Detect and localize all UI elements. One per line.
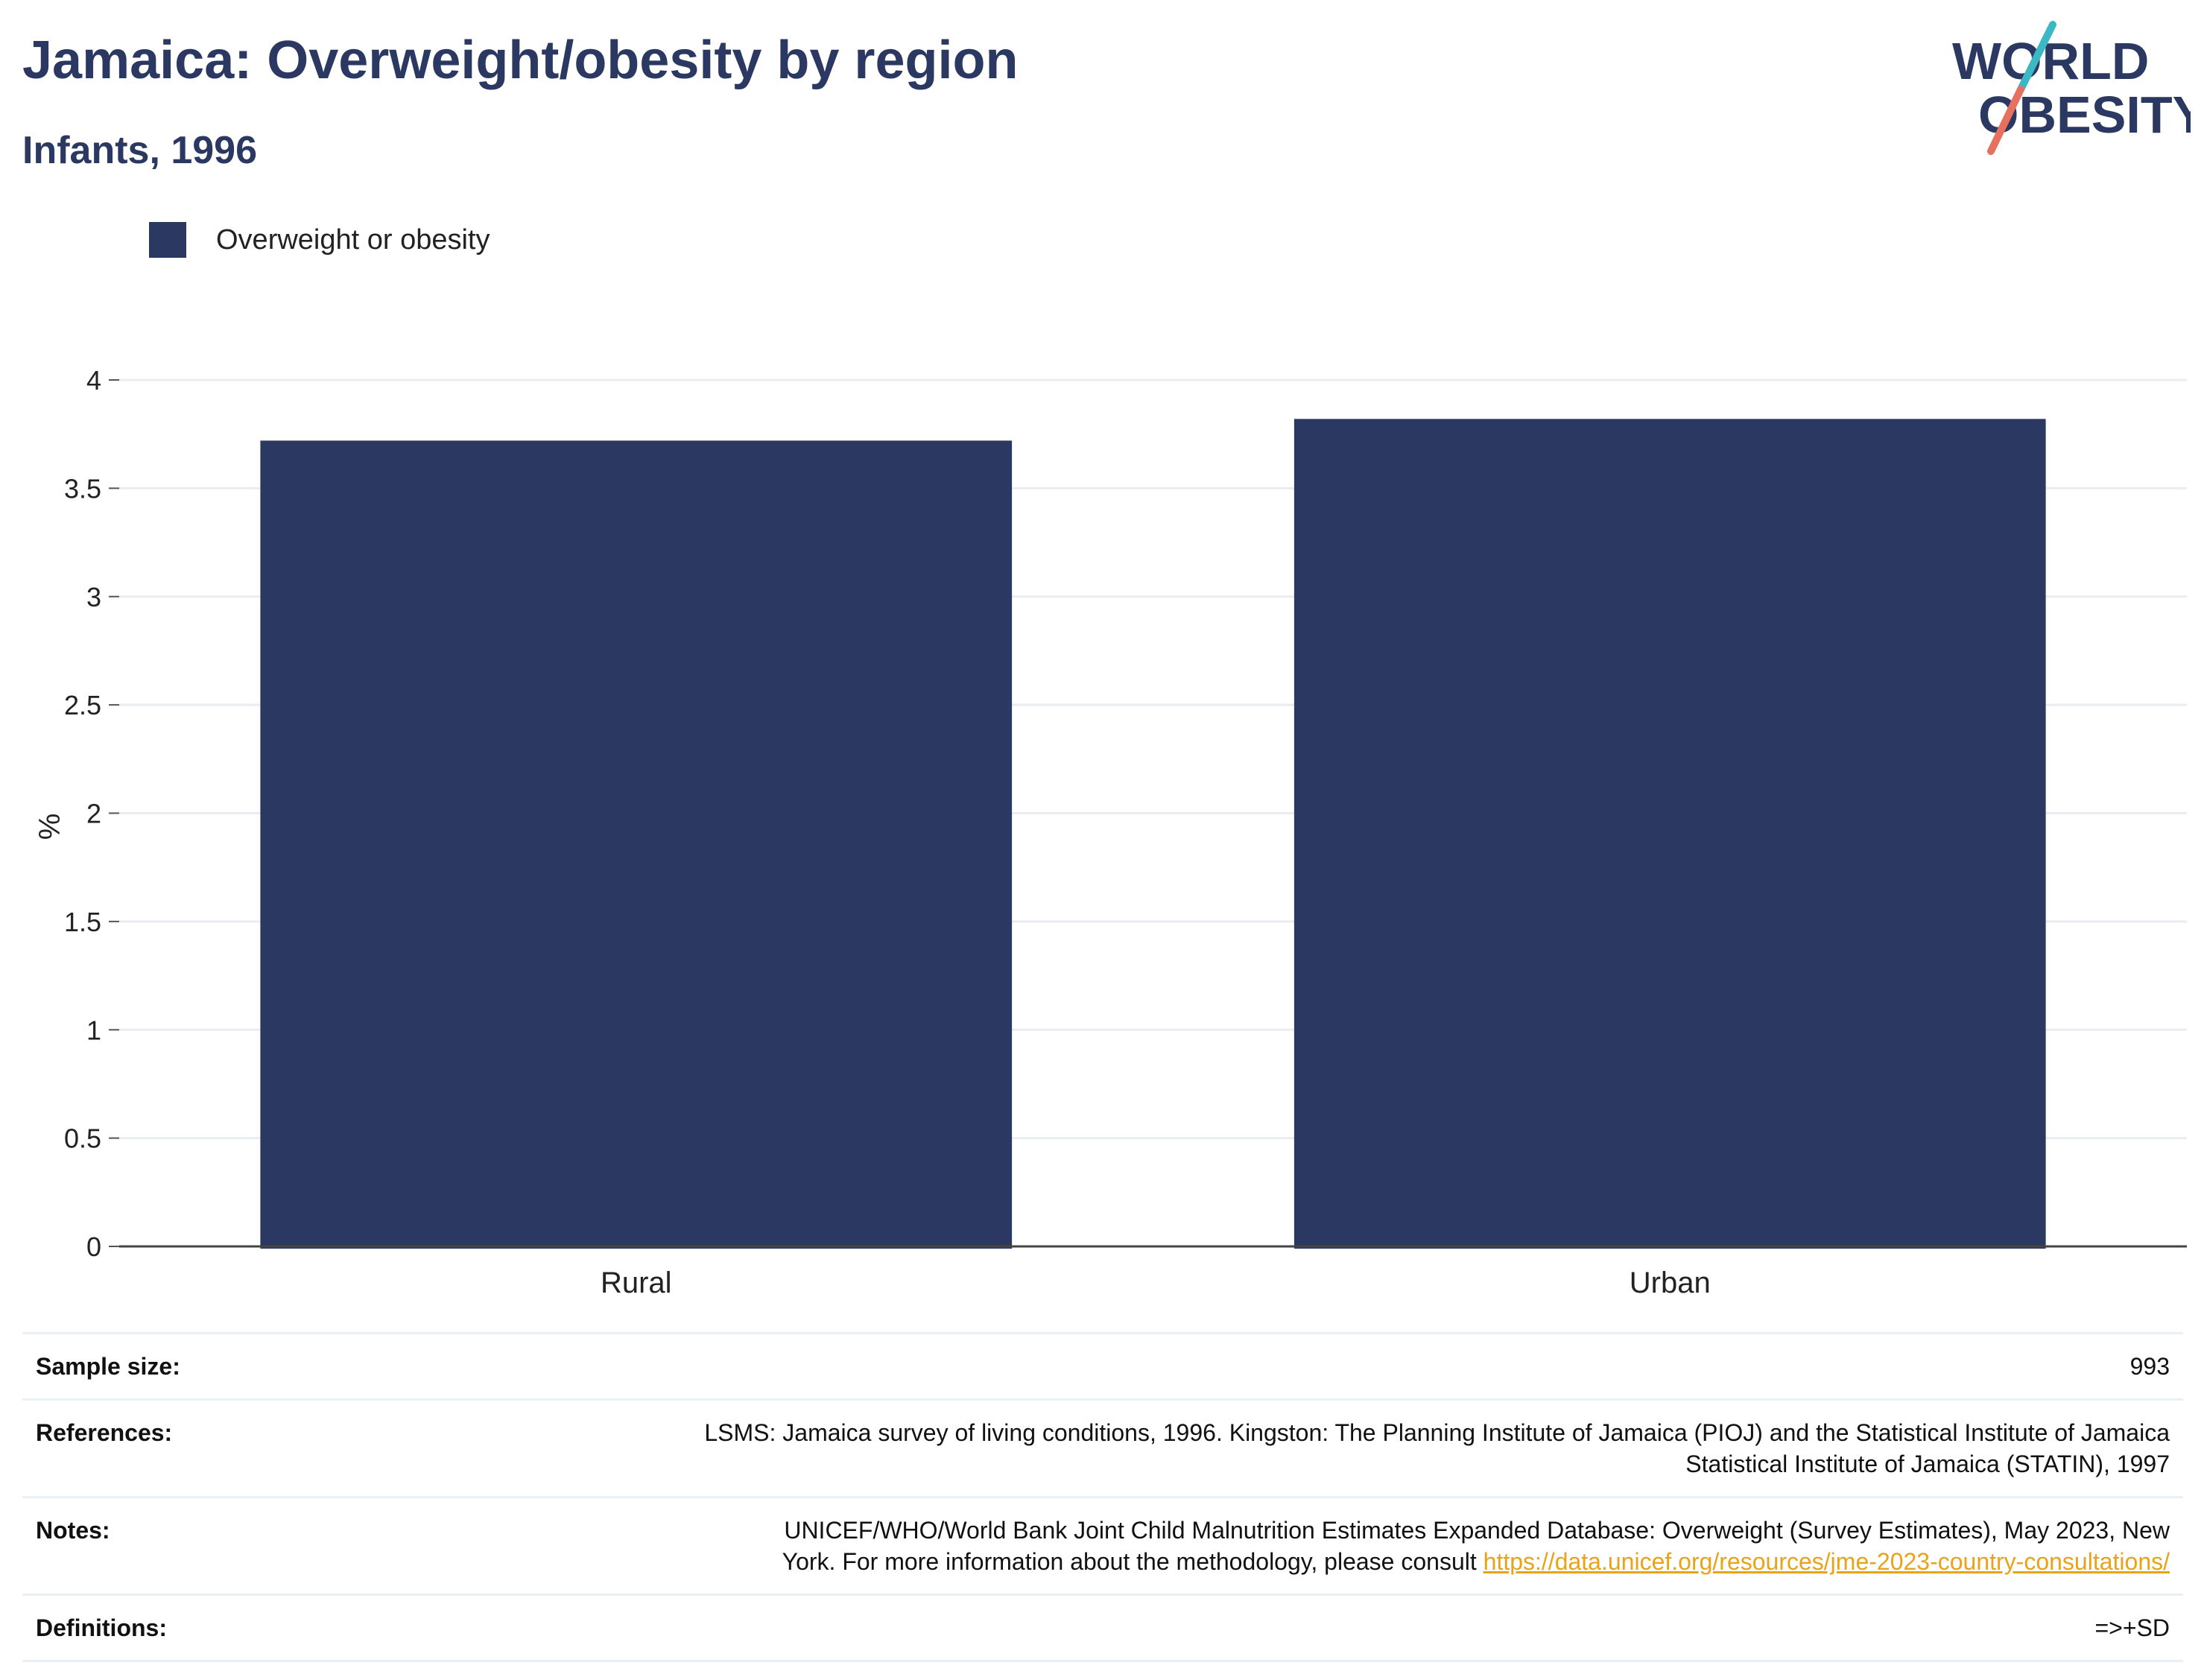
world-obesity-logo: WORLD OBESITY <box>1952 21 2191 155</box>
logo-slash-top <box>2017 21 2056 93</box>
y-tick-label: 4 <box>86 365 101 396</box>
sample-size-value: 993 <box>496 1332 2183 1400</box>
notes-line2: York. For more information about the met… <box>782 1548 1483 1575</box>
y-tick-label: 3.5 <box>64 473 101 504</box>
y-axis-ticks: 0 0.5 1 1.5 2 2.5 3 3.5 4 <box>64 365 119 1262</box>
references-row: References: LSMS: Jamaica survey of livi… <box>22 1398 2183 1497</box>
y-tick-label: 1.5 <box>64 907 101 937</box>
references-line2: Statistical Institute of Jamaica (STATIN… <box>1685 1451 2170 1477</box>
info-table: Sample size: 993 References: LSMS: Jamai… <box>22 1332 2183 1662</box>
bars <box>260 419 2046 1249</box>
legend-swatch <box>149 222 186 258</box>
x-tick-label: Urban <box>1630 1267 1711 1299</box>
notes-line1: UNICEF/WHO/World Bank Joint Child Malnut… <box>784 1517 2170 1544</box>
legend-label: Overweight or obesity <box>216 224 490 256</box>
bar-urban[interactable] <box>1293 419 2046 1249</box>
y-tick-label: 2.5 <box>64 690 101 720</box>
logo-line1: WORLD <box>1952 32 2149 90</box>
x-axis-labels: Rural Urban <box>601 1267 1711 1299</box>
notes-value: UNICEF/WHO/World Bank Joint Child Malnut… <box>496 1496 2183 1595</box>
bar-chart: 0 0.5 1 1.5 2 2.5 3 3.5 4 Rural Urban % <box>32 365 2187 1299</box>
y-tick-label: 0 <box>86 1232 101 1262</box>
chart-legend[interactable]: Overweight or obesity <box>149 222 490 258</box>
references-label: References: <box>22 1398 496 1497</box>
bar-rural[interactable] <box>260 440 1013 1249</box>
y-tick-label: 2 <box>86 799 101 829</box>
y-tick-label: 1 <box>86 1015 101 1045</box>
page-subtitle: Infants, 1996 <box>22 129 258 172</box>
sample-size-label: Sample size: <box>22 1332 496 1400</box>
references-value: LSMS: Jamaica survey of living condition… <box>496 1398 2183 1497</box>
references-line1: LSMS: Jamaica survey of living condition… <box>704 1419 2170 1446</box>
page-title: Jamaica: Overweight/obesity by region <box>22 31 1019 90</box>
definitions-value: =>+SD <box>496 1594 2183 1662</box>
y-axis-title: % <box>32 814 65 840</box>
sample-size-row: Sample size: 993 <box>22 1332 2183 1400</box>
methodology-link[interactable]: https://data.unicef.org/resources/jme-20… <box>1483 1548 2170 1575</box>
y-tick-label: 0.5 <box>64 1123 101 1154</box>
x-tick-label: Rural <box>601 1267 672 1299</box>
y-tick-label: 3 <box>86 582 101 612</box>
logo-slash-bottom <box>1987 86 2024 155</box>
logo-line2: OBESITY <box>1978 86 2191 144</box>
definitions-row: Definitions: =>+SD <box>22 1594 2183 1662</box>
notes-label: Notes: <box>22 1496 496 1595</box>
definitions-label: Definitions: <box>22 1594 496 1662</box>
notes-row: Notes: UNICEF/WHO/World Bank Joint Child… <box>22 1496 2183 1595</box>
